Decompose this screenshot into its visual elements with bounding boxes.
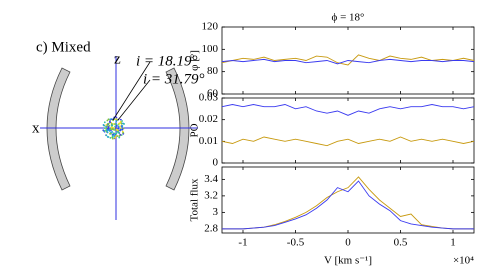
blob-dot	[117, 131, 120, 134]
blob-dot	[114, 125, 117, 128]
blob-dot	[109, 136, 112, 139]
blob-dot	[112, 119, 115, 122]
blob-dot	[122, 122, 125, 125]
blob-dot	[107, 122, 110, 125]
y-tick-label: 0	[213, 157, 219, 169]
charts: 60 80 100 120 φ [°] ϕ = 18° 0 0.01 0.02 0.03 PO 2.8…	[189, 12, 475, 267]
blob-dot	[116, 135, 119, 138]
blob-dot	[118, 122, 120, 125]
z-label: z	[114, 51, 121, 67]
blob-dot	[115, 125, 118, 127]
y-tick-label: 60	[207, 88, 219, 100]
y-tick-label: 0.01	[199, 135, 218, 147]
blob-dot	[106, 131, 109, 134]
blob-dot	[109, 132, 112, 135]
series-line	[221, 58, 475, 65]
blob-dot	[117, 125, 120, 128]
blob-dot	[122, 127, 125, 130]
right-mirror	[165, 67, 190, 191]
blob-dot	[103, 130, 106, 133]
y-axis-label: Total flux	[189, 178, 201, 221]
blob-dot	[110, 126, 113, 129]
blob-dot	[121, 128, 124, 131]
y-tick-label: 3	[213, 206, 219, 218]
blob-dot	[119, 133, 122, 136]
blob-dot	[121, 125, 124, 127]
y-axis-label: PO	[189, 123, 201, 137]
arrow-2	[117, 79, 151, 121]
y-tick-label: 3.2	[204, 189, 218, 201]
blob-dot	[103, 127, 106, 130]
blob-dot	[111, 137, 114, 140]
blob-dot	[119, 129, 122, 131]
blob-dot	[120, 122, 123, 125]
particle-blob	[102, 116, 125, 140]
blob-dot	[118, 136, 121, 139]
x-tick-label: 1	[450, 237, 456, 249]
blob-dot	[107, 127, 109, 130]
blob-dot	[103, 121, 106, 124]
blob-dot	[115, 132, 118, 135]
x-multiplier: ×10⁴	[453, 255, 474, 267]
y-tick-label: 3.4	[204, 173, 218, 185]
blob-dot	[113, 132, 115, 135]
blob-dot	[105, 125, 108, 128]
blob-dot	[108, 130, 111, 132]
blob-dot	[116, 131, 119, 133]
y-tick-label: 100	[202, 43, 219, 55]
blob-dot	[116, 129, 119, 132]
chart-title: ϕ = 18°	[332, 12, 365, 24]
blob-dot	[108, 124, 111, 127]
blob-dot	[106, 119, 109, 122]
blob-dot	[111, 131, 114, 133]
blob-dot	[108, 128, 111, 130]
series-line	[222, 176, 474, 230]
blob-dot	[105, 129, 108, 132]
blob-dot	[117, 127, 120, 130]
blob-dot	[111, 135, 114, 138]
x-axis-label: V [km s⁻¹]	[324, 255, 372, 267]
blob-dot	[111, 123, 113, 125]
blob-dot	[106, 129, 109, 132]
blob-dot	[105, 124, 108, 127]
blob-dot	[106, 136, 109, 138]
y-tick-label: 0.02	[199, 113, 218, 125]
blob-dot	[111, 128, 114, 131]
series-line	[221, 104, 475, 116]
blob-dot	[115, 123, 118, 125]
blob-dot	[121, 120, 124, 122]
x-tick-label: 0	[345, 237, 351, 249]
series-line	[222, 180, 474, 230]
blob-dot	[119, 125, 121, 128]
x-tick-label: 0.5	[394, 237, 408, 249]
angle-label: i = 18.19°	[136, 53, 198, 69]
blob-dot	[105, 134, 108, 137]
blob-dot	[110, 124, 113, 127]
series-line	[221, 136, 475, 147]
blob-dot	[109, 121, 111, 124]
x-tick-label: -1	[238, 237, 247, 249]
x-label: x	[32, 120, 40, 136]
y-tick-label: 120	[202, 21, 219, 33]
angle-label: i = 31.79°	[143, 71, 205, 87]
y-tick-label: 0.03	[199, 92, 219, 104]
y-axis-label: φ [°]	[189, 50, 201, 71]
blob-dot	[119, 118, 122, 121]
panel-label: c) Mixed	[36, 39, 91, 55]
blob-dot	[121, 130, 124, 133]
y-tick-label: 2.8	[204, 222, 218, 234]
left-mirror	[46, 67, 71, 191]
y-tick-label: 80	[207, 65, 219, 77]
panel-frame	[221, 166, 475, 234]
arrow-1	[112, 61, 151, 121]
x-tick-label: -0.5	[287, 237, 305, 249]
blob-dot	[115, 120, 118, 123]
blob-dot	[107, 118, 110, 121]
blob-dot	[113, 135, 116, 137]
panel-frame	[221, 97, 475, 164]
blob-dot	[102, 124, 105, 126]
